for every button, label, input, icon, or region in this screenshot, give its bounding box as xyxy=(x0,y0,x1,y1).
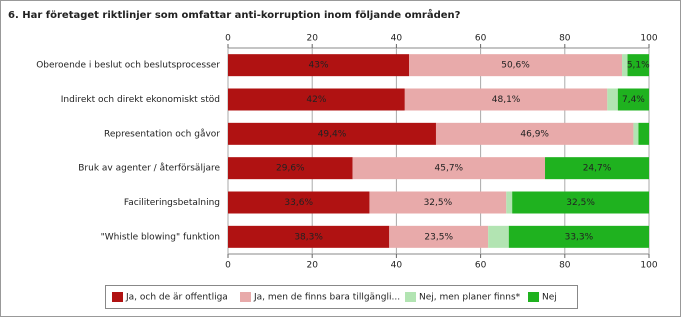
bar-segment xyxy=(228,54,410,77)
value-label: 50,6% xyxy=(501,61,530,71)
legend-label: Ja, men de finns bara tillgängli... xyxy=(253,293,400,303)
category-label: Representation och gåvor xyxy=(104,128,220,139)
value-label: 29,6% xyxy=(276,164,305,174)
value-label: 48,1% xyxy=(492,95,521,105)
x-tick-label: 20 xyxy=(306,34,318,44)
bar-segment xyxy=(506,191,513,214)
value-label: 42% xyxy=(306,95,326,105)
bar-segment xyxy=(352,157,546,180)
x-tick-label: 40 xyxy=(391,34,403,44)
bar-segment xyxy=(545,157,649,180)
category-label: Oberoende i beslut och beslutsprocesser xyxy=(36,61,220,71)
x-tick-label: 20 xyxy=(306,261,318,271)
x-tick-label: 80 xyxy=(559,34,571,44)
bar-segment xyxy=(617,88,649,111)
category-label: "Whistle blowing" funktion xyxy=(101,232,220,242)
value-label: 46,9% xyxy=(520,129,549,139)
bar-segment xyxy=(627,54,649,77)
legend-label: Ja, och de är offentliga xyxy=(125,293,228,303)
value-label: 32,5% xyxy=(566,198,595,208)
value-label: 49,4% xyxy=(318,129,347,139)
bar-segment xyxy=(633,122,639,145)
bar-segment xyxy=(409,54,623,77)
value-label: 38,3% xyxy=(294,232,323,242)
x-tick-label: 60 xyxy=(475,261,487,271)
legend-swatch xyxy=(240,292,251,302)
value-label: 23,5% xyxy=(424,232,453,242)
value-label: 43% xyxy=(309,61,329,71)
legend-swatch xyxy=(112,292,123,302)
bar-segment xyxy=(488,225,509,248)
legend-swatch xyxy=(405,292,416,302)
bar-segment xyxy=(607,88,618,111)
value-label: 32,5% xyxy=(424,198,453,208)
value-label: 24,7% xyxy=(583,164,612,174)
category-label: Faciliteringsbetalning xyxy=(124,198,220,208)
bar-segment xyxy=(228,157,353,180)
bar-segment xyxy=(228,225,390,248)
bar-segment xyxy=(228,122,436,145)
legend xyxy=(105,285,578,309)
bar-segment xyxy=(508,225,649,248)
chart-title: 6. Har företaget riktlinjer som omfattar… xyxy=(8,8,461,21)
value-label: 33,6% xyxy=(284,198,313,208)
category-label: Indirekt och direkt ekonomiskt stöd xyxy=(61,95,220,105)
bar-segment xyxy=(435,122,634,145)
x-tick-label: 100 xyxy=(640,261,657,271)
bar-segment xyxy=(512,191,649,214)
x-tick-label: 80 xyxy=(559,261,571,271)
x-tick-label: 40 xyxy=(391,261,403,271)
plot-area xyxy=(227,47,650,255)
x-tick-label: 0 xyxy=(225,34,231,44)
x-tick-label: 0 xyxy=(225,261,231,271)
bar-segment xyxy=(389,225,489,248)
legend-label: Nej xyxy=(542,293,557,303)
value-label: 7,4% xyxy=(622,95,645,105)
x-tick-label: 100 xyxy=(640,34,657,44)
legend-label: Nej, men planer finns* xyxy=(419,293,521,303)
bar-segment xyxy=(638,122,649,145)
bar-segment xyxy=(622,54,628,77)
category-label: Bruk av agenter / återförsäljare xyxy=(78,163,220,174)
legend-swatch xyxy=(528,292,539,302)
value-label: 5,1% xyxy=(627,61,650,71)
bar-segment xyxy=(228,88,405,111)
x-tick-label: 60 xyxy=(475,34,487,44)
bar-segment xyxy=(404,88,608,111)
bar-segment xyxy=(228,191,370,214)
value-label: 45,7% xyxy=(435,164,464,174)
value-label: 33,3% xyxy=(565,232,594,242)
bar-segment xyxy=(369,191,507,214)
